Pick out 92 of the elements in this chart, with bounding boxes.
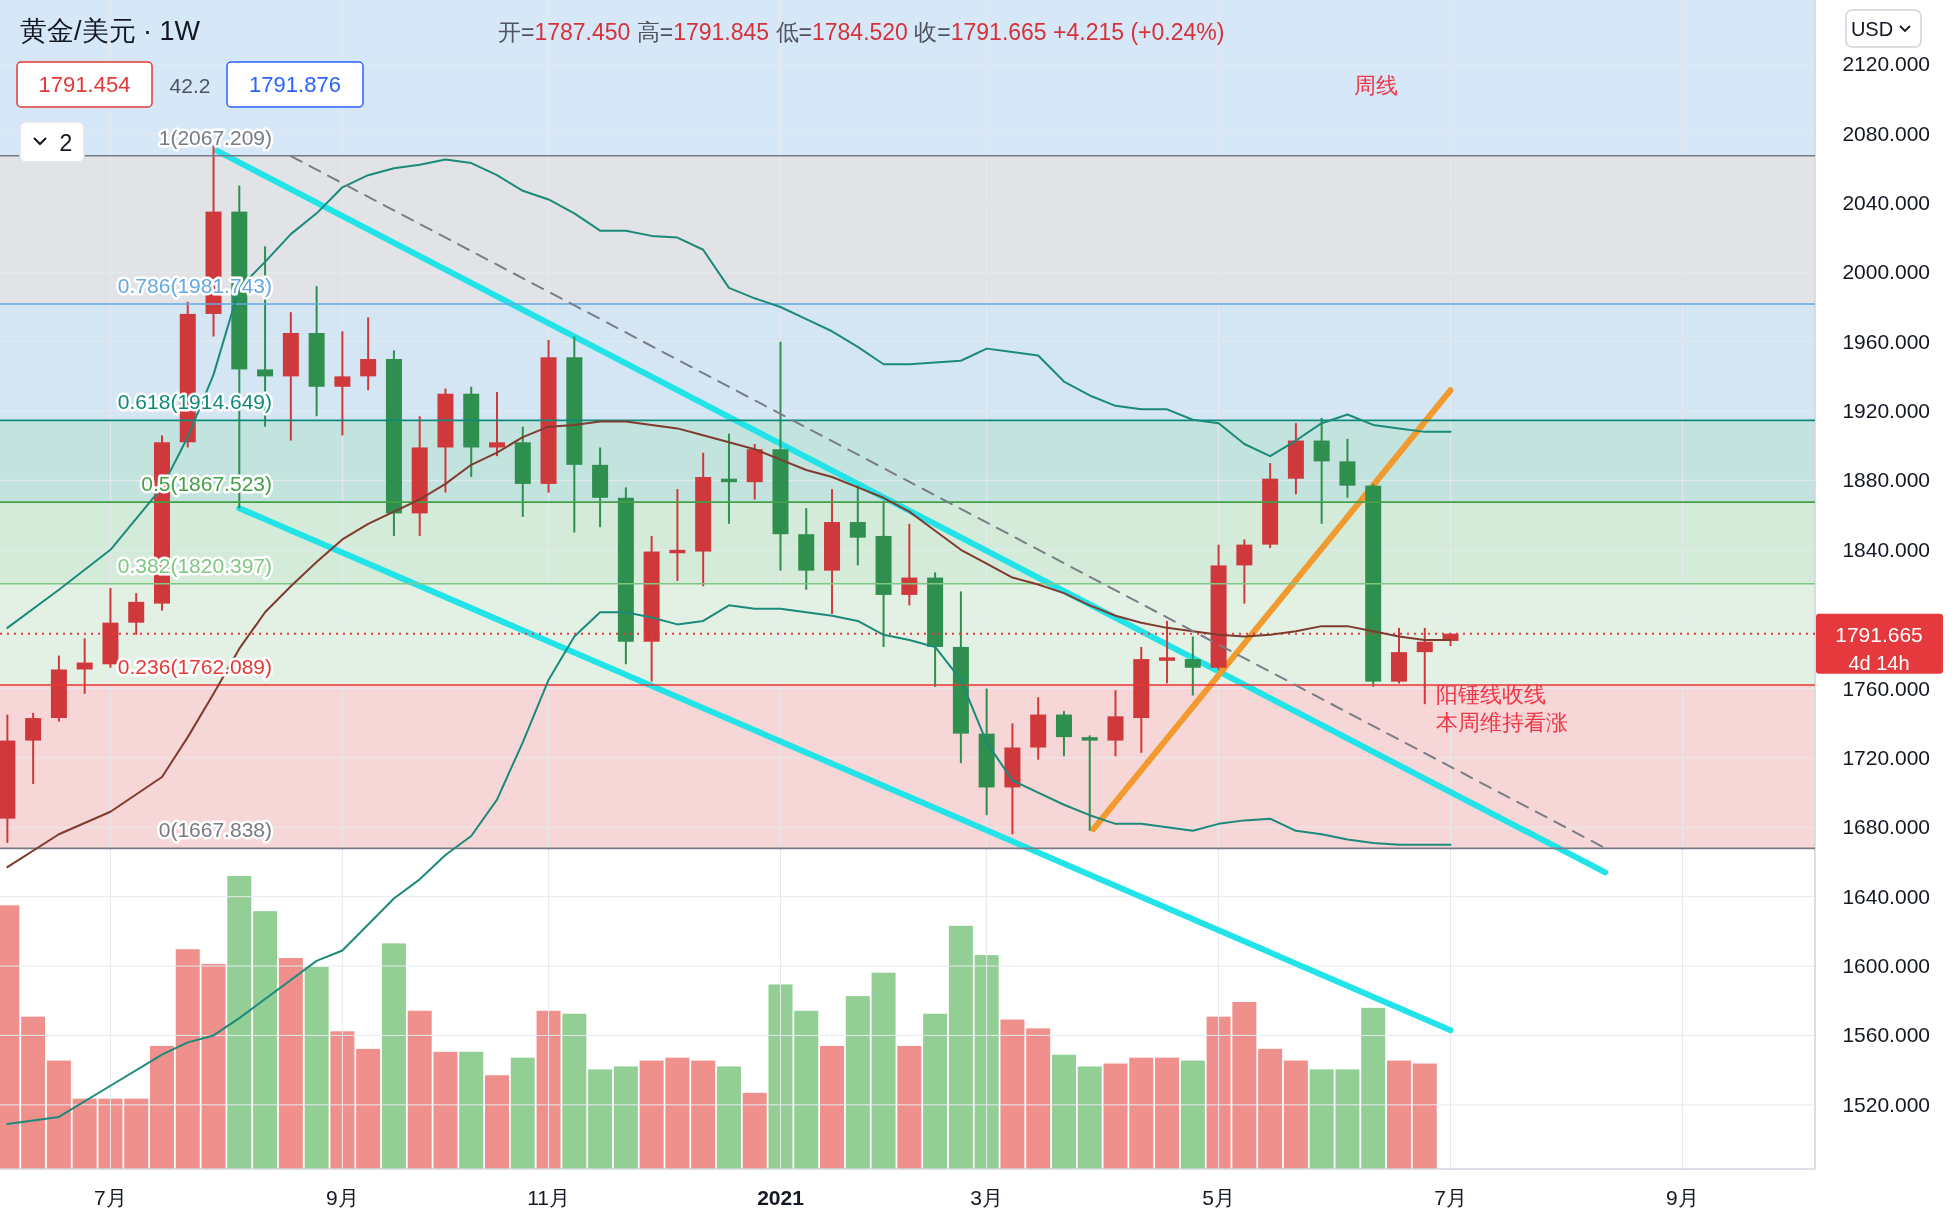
y-tick-label: 1920.000	[1842, 399, 1930, 423]
bar	[485, 1075, 510, 1169]
y-tick-label: 1600.000	[1842, 954, 1930, 978]
y-tick-label: 1960.000	[1842, 329, 1930, 353]
x-tick-label: 7月	[94, 1186, 127, 1209]
y-tick-label: 1640.000	[1842, 884, 1930, 908]
bar	[716, 1066, 741, 1169]
y-tick-label: 2120.000	[1842, 52, 1930, 76]
candlestick	[1081, 734, 1098, 832]
bar	[768, 984, 793, 1169]
bar	[613, 1066, 638, 1169]
candlestick	[1236, 538, 1253, 605]
y-tick-label: 1720.000	[1842, 745, 1930, 769]
bar	[304, 966, 329, 1169]
bar	[742, 1092, 767, 1169]
bar	[330, 1031, 355, 1169]
bar	[948, 925, 973, 1169]
y-tick-label: 2040.000	[1842, 190, 1930, 214]
bar	[1026, 1028, 1051, 1169]
x-tick-label: 9月	[1666, 1186, 1699, 1209]
bar	[897, 1045, 922, 1169]
y-tick-label: 1680.000	[1842, 815, 1930, 839]
bar	[278, 958, 303, 1169]
bar	[1386, 1060, 1411, 1169]
candlestick	[128, 592, 145, 636]
bar	[381, 943, 406, 1169]
x-tick-label: 3月	[970, 1186, 1003, 1209]
candlestick	[1184, 635, 1201, 697]
annotation: 1791.454	[38, 72, 131, 97]
bar	[562, 1013, 587, 1169]
candlestick	[334, 330, 351, 437]
bar	[356, 1048, 381, 1169]
bar	[820, 1045, 845, 1169]
candlestick	[360, 316, 377, 392]
annotation: 开=1787.450 高=1791.845 低=1784.520 收=1791.665 +4.215 (+0.24%)	[498, 19, 1225, 45]
text: 黄金/美元 · 1W	[20, 16, 201, 46]
bar	[201, 963, 226, 1169]
bar	[459, 1051, 484, 1169]
bar	[1000, 1019, 1025, 1169]
ref-line-label: 1791.665	[1835, 622, 1923, 646]
candlestick	[849, 484, 866, 567]
text: USD	[1850, 18, 1894, 40]
bar	[794, 1010, 819, 1169]
candlestick	[1313, 417, 1330, 525]
bar	[1180, 1060, 1205, 1169]
annotation: 42.2	[169, 74, 211, 97]
text: 4d 14h	[1848, 652, 1910, 674]
y-tick-label: 1880.000	[1842, 468, 1930, 492]
y-tick-label: 1560.000	[1842, 1023, 1930, 1047]
candlestick	[489, 390, 506, 458]
bar	[536, 1010, 561, 1169]
bar	[227, 876, 252, 1169]
bar	[923, 1013, 948, 1169]
annotation: 2	[59, 130, 73, 156]
ref-line-label: 1(2067.209)	[158, 125, 272, 149]
candlestick	[1159, 619, 1176, 685]
bar	[871, 972, 896, 1169]
bar	[1258, 1048, 1283, 1169]
bar	[1412, 1063, 1437, 1169]
y-tick-label: 2080.000	[1842, 121, 1930, 145]
x-tick-label: 7月	[1434, 1186, 1467, 1209]
bar	[510, 1057, 535, 1169]
annotation: 阳锤线收线	[1436, 682, 1546, 707]
x-tick-label: 11月	[527, 1186, 570, 1209]
candlestick	[1055, 710, 1072, 758]
bar	[149, 1045, 174, 1169]
x-tick-label: 5月	[1202, 1186, 1235, 1209]
bar	[1051, 1054, 1076, 1169]
bar	[974, 955, 999, 1169]
bar	[1361, 1007, 1386, 1169]
y-tick-label: 1760.000	[1842, 676, 1930, 700]
x-tick-label: 9月	[326, 1186, 359, 1209]
annotation: 本周维持看涨	[1436, 710, 1568, 735]
bar	[845, 996, 870, 1169]
bar	[124, 1098, 149, 1169]
bar	[691, 1060, 716, 1169]
y-tick-label: 2000.000	[1842, 260, 1930, 284]
ref-line-label: 0(1667.838)	[158, 818, 272, 842]
x-tick-label: 2021	[757, 1186, 805, 1209]
candlestick	[1416, 626, 1433, 706]
y-tick-label: 1840.000	[1842, 537, 1930, 561]
bar	[1283, 1060, 1308, 1169]
bar	[1155, 1057, 1180, 1169]
bar	[253, 911, 278, 1169]
bar	[1077, 1066, 1102, 1169]
bar	[588, 1069, 613, 1169]
candlestick	[25, 711, 42, 785]
bar	[175, 949, 200, 1169]
annotation: 周线	[1354, 73, 1398, 98]
bar	[46, 1060, 71, 1169]
annotation: 1791.876	[249, 72, 341, 97]
y-tick-label: 1520.000	[1842, 1092, 1930, 1116]
